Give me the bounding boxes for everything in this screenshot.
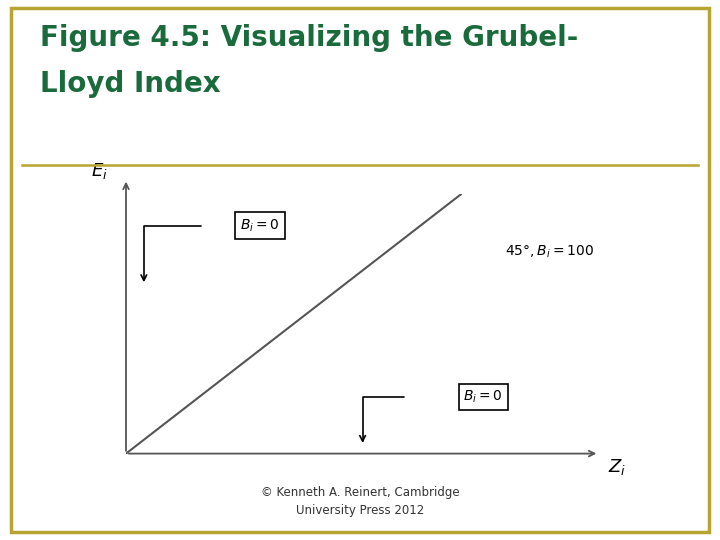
Text: $B_i = 0$: $B_i = 0$ bbox=[464, 388, 503, 405]
Text: $45°, B_i = 100$: $45°, B_i = 100$ bbox=[505, 243, 594, 260]
Text: © Kenneth A. Reinert, Cambridge
University Press 2012: © Kenneth A. Reinert, Cambridge Universi… bbox=[261, 486, 459, 517]
Text: $B_i = 0$: $B_i = 0$ bbox=[240, 217, 279, 234]
Text: $Z_i$: $Z_i$ bbox=[608, 456, 626, 477]
Text: Lloyd Index: Lloyd Index bbox=[40, 70, 220, 98]
Text: Figure 4.5: Visualizing the Grubel-: Figure 4.5: Visualizing the Grubel- bbox=[40, 24, 578, 52]
Text: $E_i$: $E_i$ bbox=[91, 161, 107, 181]
